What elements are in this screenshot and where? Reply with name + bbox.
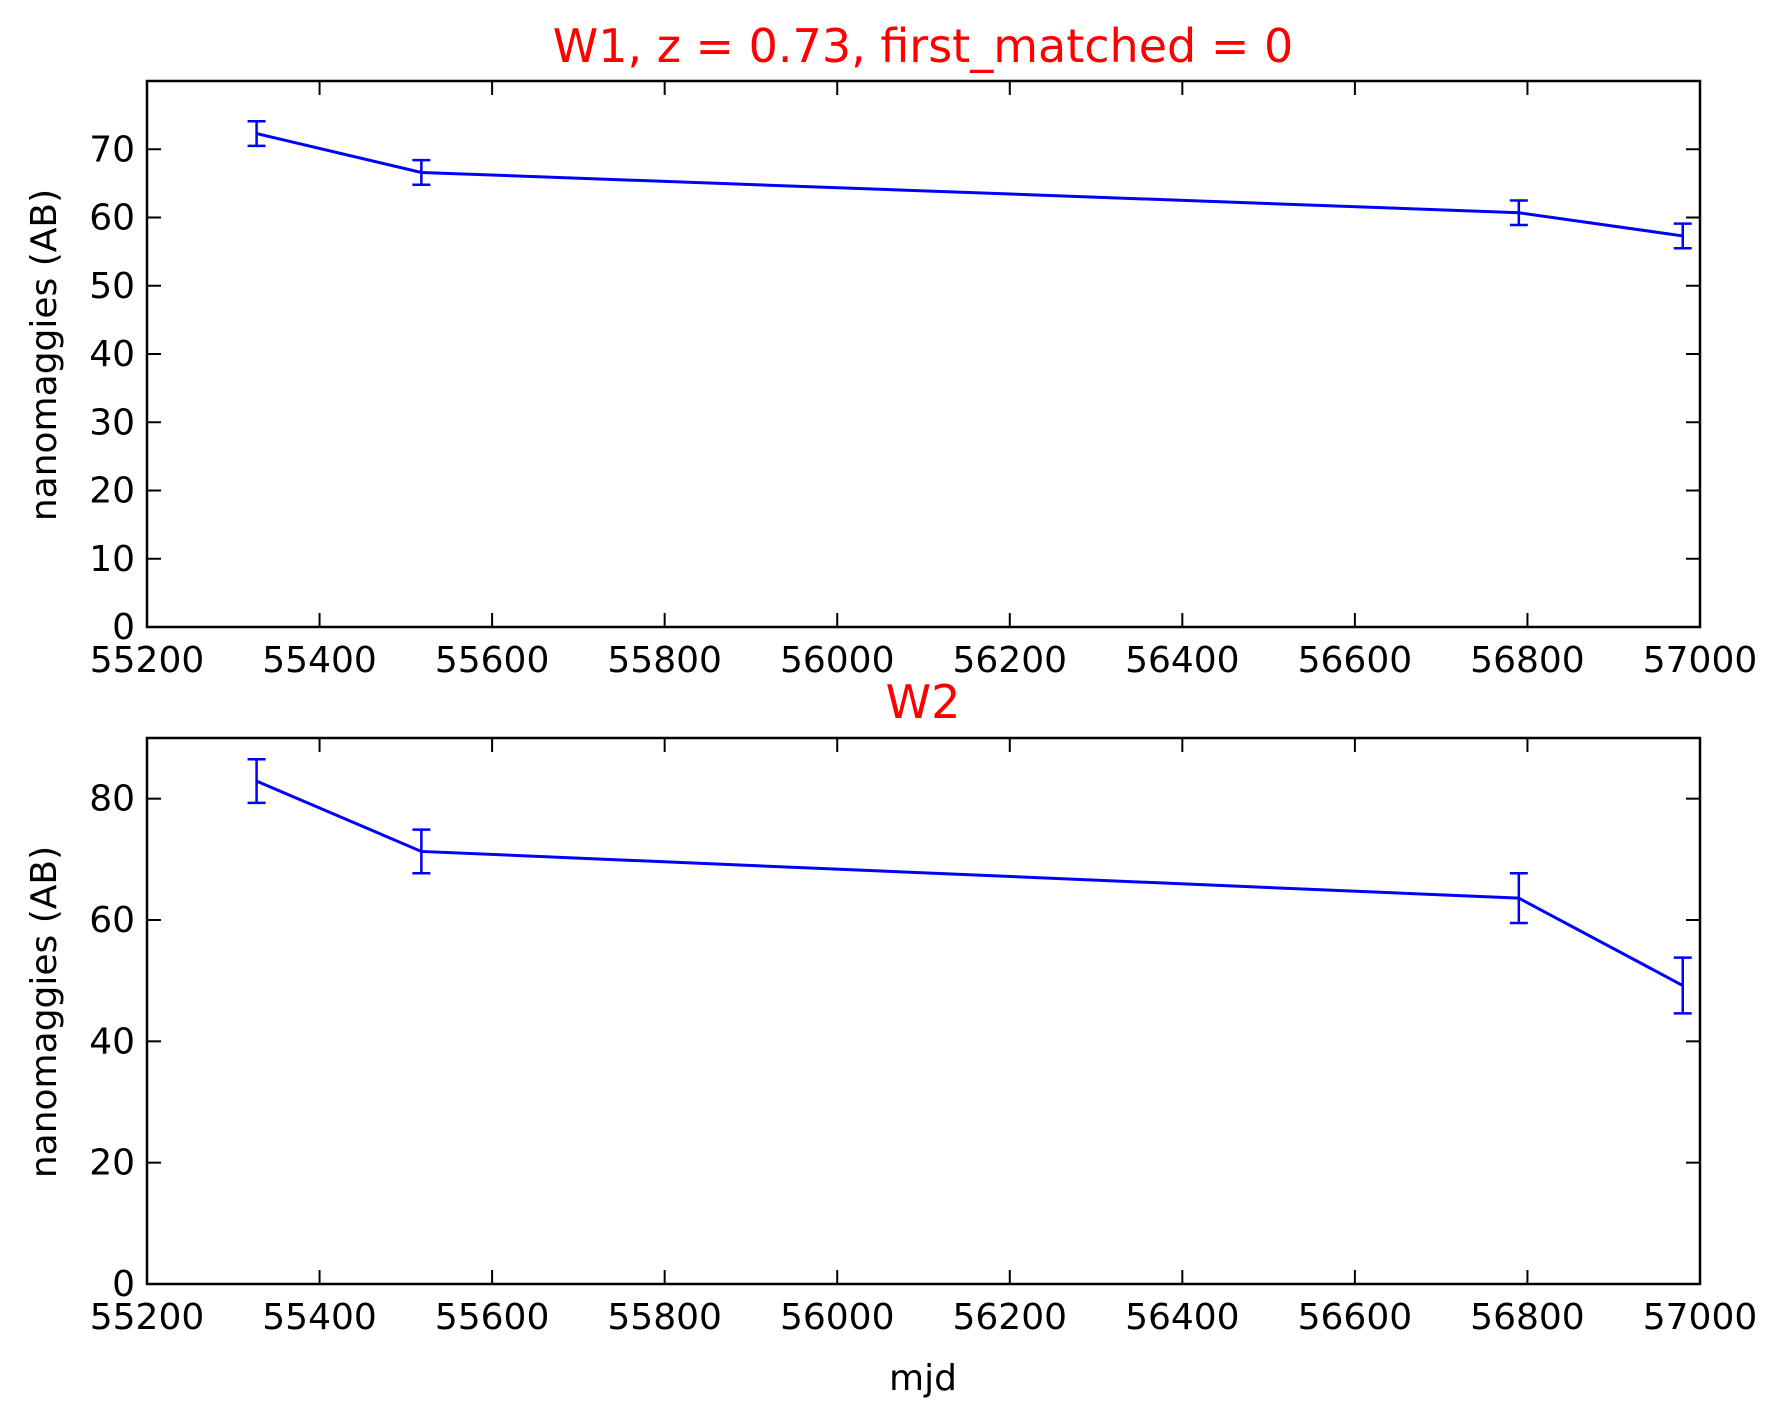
w1-xtick-label: 57000 — [1643, 640, 1758, 681]
w1-ytick-label: 70 — [89, 129, 135, 170]
w2-ylabel: nanomaggies (AB) — [24, 846, 65, 1178]
w1-xtick-label: 55400 — [262, 640, 377, 681]
w1-series — [247, 120, 1692, 250]
w1-xtick-label: 56800 — [1470, 640, 1585, 681]
w1-ytick-label: 0 — [112, 607, 135, 648]
w2-xtick-label: 57000 — [1643, 1297, 1758, 1338]
w2-axes: 55200 55400 55600 55800 56000 56200 56400 56600… — [89, 738, 1757, 1338]
w2-xtick-label: 56400 — [1125, 1297, 1240, 1338]
w2-title: W2 — [886, 675, 961, 729]
w2-xtick-label: 55800 — [607, 1297, 722, 1338]
w2-xlabel: mjd — [889, 1358, 957, 1399]
w2-ytick-label: 20 — [89, 1143, 135, 1184]
w1-ytick-label: 50 — [89, 266, 135, 307]
w1-ytick-label: 10 — [89, 539, 135, 580]
w1-xtick-label: 55800 — [607, 640, 722, 681]
w1-xtick-label: 56000 — [780, 640, 895, 681]
w1-axes: 55200 55400 55600 55800 56000 56200 56400 56600… — [89, 81, 1757, 681]
w2-ytick-label: 60 — [89, 900, 135, 941]
w1-title: W1, z = 0.73, first_matched = 0 — [553, 19, 1294, 73]
w1-xtick-label: 56400 — [1125, 640, 1240, 681]
w1-xtick-label: 56200 — [953, 640, 1068, 681]
w2-ytick-label: 0 — [112, 1264, 135, 1305]
w2-ytick-label: 40 — [89, 1021, 135, 1062]
w1-xtick-label: 56600 — [1298, 640, 1413, 681]
w1-series-line — [256, 132, 1683, 238]
w1-panel: W1, z = 0.73, first_matched = 0 nanomagg… — [24, 19, 1757, 681]
w2-series-line — [255, 779, 1684, 987]
w1-ytick-label: 30 — [89, 402, 135, 443]
w2-xtick-label: 56000 — [780, 1297, 895, 1338]
w2-plot-frame — [145, 736, 1702, 1286]
w1-ytick-label: 40 — [89, 334, 135, 375]
w2-xtick-label: 56800 — [1470, 1297, 1585, 1338]
w2-series — [247, 757, 1692, 1015]
w1-ytick-label: 60 — [89, 198, 135, 239]
w2-xtick-label: 56200 — [953, 1297, 1068, 1338]
w1-xtick-label: 55600 — [435, 640, 550, 681]
w2-xtick-label: 55200 — [90, 1297, 205, 1338]
w2-xtick-label: 55400 — [262, 1297, 377, 1338]
w2-xtick-label: 55600 — [435, 1297, 550, 1338]
w2-panel: W2 nanomaggies (AB) 55200 55400 55600 55800… — [24, 675, 1757, 1399]
w2-ytick-label: 80 — [89, 779, 135, 820]
w1-ylabel: nanomaggies (AB) — [24, 189, 65, 521]
w2-xtick-label: 56600 — [1298, 1297, 1413, 1338]
w1-ytick-label: 20 — [89, 471, 135, 512]
w1-xtick-label: 55200 — [90, 640, 205, 681]
